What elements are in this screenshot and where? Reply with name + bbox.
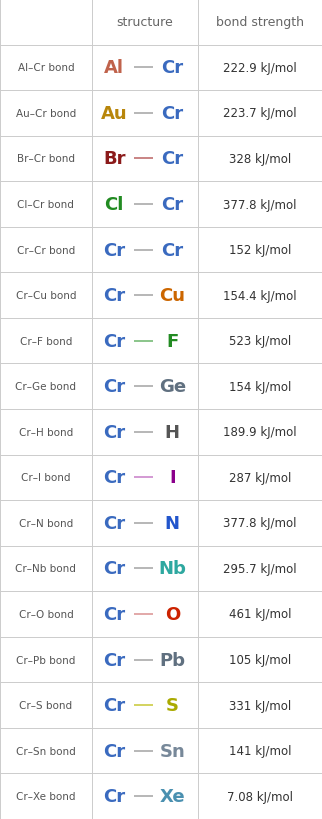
Text: bond strength: bond strength xyxy=(216,16,304,29)
Text: 461 kJ/mol: 461 kJ/mol xyxy=(229,608,291,621)
Text: 377.8 kJ/mol: 377.8 kJ/mol xyxy=(223,198,297,211)
Text: Cr: Cr xyxy=(103,605,125,623)
Text: 328 kJ/mol: 328 kJ/mol xyxy=(229,153,291,165)
Text: 222.9 kJ/mol: 222.9 kJ/mol xyxy=(223,61,297,75)
Text: F: F xyxy=(166,333,178,351)
Text: Sn: Sn xyxy=(159,742,185,760)
Text: Cr: Cr xyxy=(161,196,183,214)
Text: S: S xyxy=(166,696,179,714)
Text: 523 kJ/mol: 523 kJ/mol xyxy=(229,335,291,348)
Text: Cr–S bond: Cr–S bond xyxy=(19,700,72,710)
Text: Pb: Pb xyxy=(159,651,185,669)
Text: Cl–Cr bond: Cl–Cr bond xyxy=(17,200,74,210)
Text: 141 kJ/mol: 141 kJ/mol xyxy=(229,744,291,758)
Text: Cr–Cr bond: Cr–Cr bond xyxy=(17,245,75,256)
Text: Ge: Ge xyxy=(159,378,186,396)
Text: Br: Br xyxy=(103,150,126,168)
Text: Au–Cr bond: Au–Cr bond xyxy=(16,109,76,119)
Text: N: N xyxy=(165,514,180,532)
Text: 331 kJ/mol: 331 kJ/mol xyxy=(229,699,291,712)
Text: 295.7 kJ/mol: 295.7 kJ/mol xyxy=(223,563,297,575)
Text: 287 kJ/mol: 287 kJ/mol xyxy=(229,471,291,484)
Text: Cr: Cr xyxy=(103,514,125,532)
Text: 154 kJ/mol: 154 kJ/mol xyxy=(229,380,291,393)
Text: structure: structure xyxy=(117,16,173,29)
Text: Cr: Cr xyxy=(161,150,183,168)
Text: 7.08 kJ/mol: 7.08 kJ/mol xyxy=(227,790,293,803)
Text: Br–Cr bond: Br–Cr bond xyxy=(17,154,75,165)
Text: Au: Au xyxy=(101,105,128,123)
Text: Cr: Cr xyxy=(103,696,125,714)
Text: Cr: Cr xyxy=(103,742,125,760)
Text: 105 kJ/mol: 105 kJ/mol xyxy=(229,654,291,666)
Text: Cr–Nb bond: Cr–Nb bond xyxy=(15,563,76,574)
Text: Cr–Pb bond: Cr–Pb bond xyxy=(16,654,76,665)
Text: Xe: Xe xyxy=(159,787,185,805)
Text: Cr: Cr xyxy=(103,787,125,805)
Text: Cr–I bond: Cr–I bond xyxy=(21,473,71,482)
Text: Cr–Xe bond: Cr–Xe bond xyxy=(16,791,76,801)
Text: 152 kJ/mol: 152 kJ/mol xyxy=(229,244,291,256)
Text: Cr: Cr xyxy=(103,423,125,441)
Text: Cr: Cr xyxy=(161,105,183,123)
Text: Cl: Cl xyxy=(105,196,124,214)
Text: Cr: Cr xyxy=(161,59,183,77)
Text: Cr: Cr xyxy=(103,651,125,669)
Text: Cr: Cr xyxy=(103,378,125,396)
Text: Cr: Cr xyxy=(103,559,125,577)
Text: H: H xyxy=(165,423,180,441)
Text: Al–Cr bond: Al–Cr bond xyxy=(18,63,74,73)
Text: Cr–N bond: Cr–N bond xyxy=(19,518,73,528)
Text: Cr: Cr xyxy=(103,333,125,351)
Text: 189.9 kJ/mol: 189.9 kJ/mol xyxy=(223,426,297,439)
Text: Cr: Cr xyxy=(161,242,183,260)
Text: O: O xyxy=(165,605,180,623)
Text: Nb: Nb xyxy=(158,559,186,577)
Text: Cr–Sn bond: Cr–Sn bond xyxy=(16,746,76,756)
Text: Cr–Cu bond: Cr–Cu bond xyxy=(16,291,76,301)
Text: Al: Al xyxy=(104,59,124,77)
Text: 377.8 kJ/mol: 377.8 kJ/mol xyxy=(223,517,297,530)
Text: Cu: Cu xyxy=(159,287,185,305)
Text: Cr: Cr xyxy=(103,468,125,486)
Text: 223.7 kJ/mol: 223.7 kJ/mol xyxy=(223,107,297,120)
Text: Cr–H bond: Cr–H bond xyxy=(19,428,73,437)
Text: Cr: Cr xyxy=(103,287,125,305)
Text: Cr–Ge bond: Cr–Ge bond xyxy=(15,382,76,391)
Text: 154.4 kJ/mol: 154.4 kJ/mol xyxy=(223,289,297,302)
Text: Cr–O bond: Cr–O bond xyxy=(18,609,73,619)
Text: Cr: Cr xyxy=(103,242,125,260)
Text: I: I xyxy=(169,468,175,486)
Text: Cr–F bond: Cr–F bond xyxy=(20,337,72,346)
